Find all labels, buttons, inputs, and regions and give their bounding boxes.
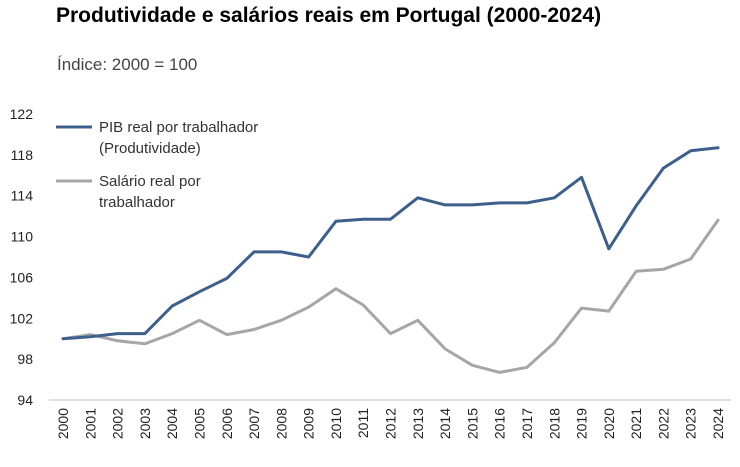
x-tick-label: 2019 <box>574 408 590 439</box>
x-tick-label: 2002 <box>110 408 126 439</box>
x-tick-label: 2024 <box>710 408 726 439</box>
legend-label-1: trabalhador <box>99 194 175 211</box>
x-tick-label: 2021 <box>628 408 644 439</box>
x-tick-label: 2009 <box>301 408 317 439</box>
x-tick-label: 2013 <box>410 408 426 439</box>
x-tick-label: 2008 <box>273 408 289 439</box>
x-tick-label: 2023 <box>683 408 699 439</box>
x-tick-label: 2018 <box>546 408 562 439</box>
x-tick-label: 2014 <box>437 408 453 439</box>
chart-subtitle: Índice: 2000 = 100 <box>57 55 198 74</box>
x-tick-label: 2006 <box>219 408 235 439</box>
x-tick-label: 2005 <box>191 408 207 439</box>
legend-label-0: PIB real por trabalhador <box>99 119 258 136</box>
x-tick-label: 2004 <box>164 408 180 439</box>
y-tick-label: 94 <box>17 392 33 408</box>
x-tick-label: 2012 <box>383 408 399 439</box>
x-tick-label: 2001 <box>82 408 98 439</box>
x-tick-label: 2010 <box>328 408 344 439</box>
y-tick-label: 102 <box>10 310 34 326</box>
legend-label-1: Salário real por <box>99 173 201 190</box>
x-tick-label: 2011 <box>355 408 371 438</box>
x-tick-label: 2003 <box>137 408 153 439</box>
y-tick-label: 106 <box>10 269 34 285</box>
legend-label-0: (Produtividade) <box>99 140 201 157</box>
series-line-0 <box>61 146 720 341</box>
y-tick-label: 114 <box>11 188 34 204</box>
y-tick-label: 110 <box>11 229 34 245</box>
x-tick-label: 2015 <box>464 408 480 439</box>
y-tick-label: 118 <box>11 147 34 163</box>
x-tick-label: 2020 <box>601 408 617 439</box>
chart-title: Produtividade e salários reais em Portug… <box>56 4 602 27</box>
y-tick-label: 122 <box>10 106 34 122</box>
y-tick-label: 98 <box>17 351 33 367</box>
x-tick-label: 2000 <box>55 408 71 439</box>
x-tick-label: 2016 <box>492 408 508 439</box>
x-tick-label: 2017 <box>519 408 535 439</box>
x-tick-label: 2007 <box>246 408 262 439</box>
x-tick-label: 2022 <box>655 408 671 439</box>
series-line-1 <box>61 218 720 374</box>
